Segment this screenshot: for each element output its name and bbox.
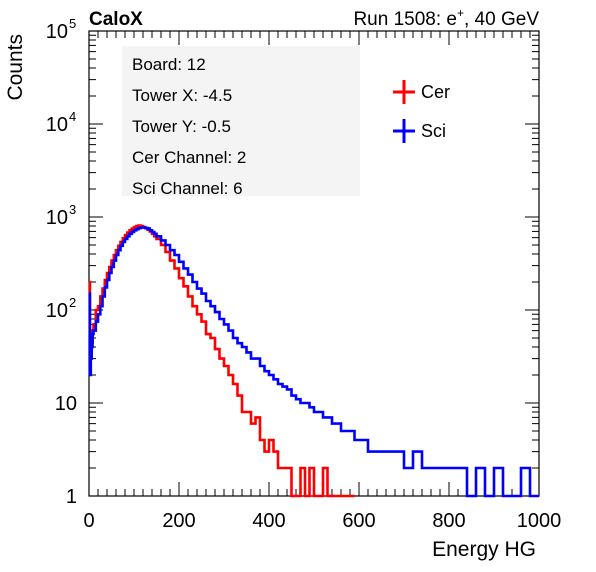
info-line: Board: 12 <box>132 55 206 74</box>
y-tick-exponent: 5 <box>69 16 76 31</box>
x-tick-label: 0 <box>83 510 94 532</box>
y-tick-label: 1 <box>66 486 77 508</box>
y-tick-label: 10 <box>46 21 68 43</box>
x-tick-label: 1000 <box>517 510 562 532</box>
y-tick-label: 10 <box>55 393 77 415</box>
y-tick-label: 10 <box>46 300 68 322</box>
x-tick-label: 600 <box>342 510 375 532</box>
y-axis-label: Counts <box>4 34 27 101</box>
y-tick-exponent: 4 <box>69 109 76 124</box>
x-tick-label: 800 <box>432 510 465 532</box>
info-box <box>122 46 360 196</box>
legend-label-sci: Sci <box>421 121 446 141</box>
y-tick-exponent: 3 <box>69 202 76 217</box>
x-tick-label: 200 <box>162 510 195 532</box>
series-cer-line <box>88 224 355 498</box>
y-tick-exponent: 2 <box>69 295 76 310</box>
info-line: Tower Y: -0.5 <box>132 117 231 136</box>
x-tick-label: 400 <box>252 510 285 532</box>
legend-label-cer: Cer <box>421 82 450 102</box>
x-axis-label: Energy HG <box>432 538 536 561</box>
y-tick-label: 10 <box>46 114 68 136</box>
info-line: Sci Channel: 6 <box>132 179 243 198</box>
series-layer <box>88 224 539 498</box>
run-label-superscript: + <box>457 6 464 20</box>
legend: Cer Sci <box>393 80 450 143</box>
experiment-label: CaloX <box>89 9 143 30</box>
info-line: Tower X: -4.5 <box>132 86 232 105</box>
info-line: Cer Channel: 2 <box>132 148 246 167</box>
x-axis: 0 200 400 600 800 1000 <box>83 31 561 532</box>
series-sci-line <box>88 226 539 498</box>
y-tick-label: 10 <box>46 207 68 229</box>
run-label: Run 1508: e+, 40 GeV <box>353 6 539 30</box>
info-box-lines: Board: 12 Tower X: -4.5 Tower Y: -0.5 Cer C… <box>132 55 246 198</box>
